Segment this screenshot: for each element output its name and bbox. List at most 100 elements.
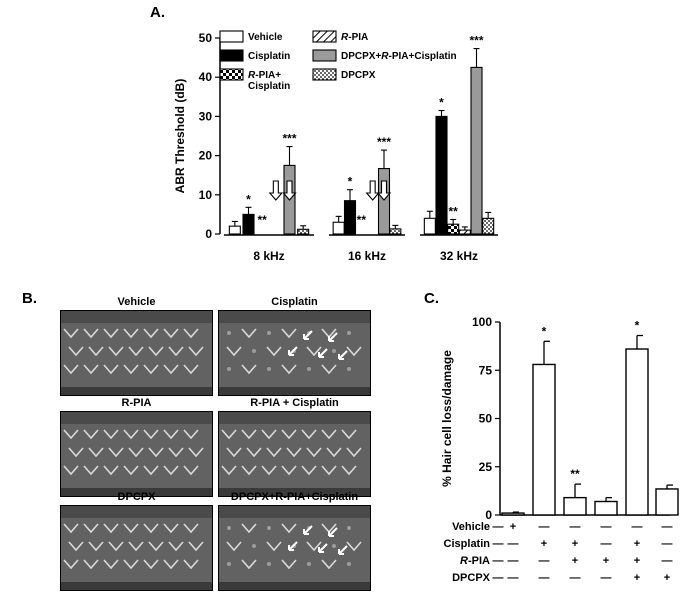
hair-bundle: [163, 364, 179, 375]
treatment-sign: —: [539, 572, 550, 584]
damaged-cell: [332, 544, 336, 548]
hair-bundle: [321, 364, 337, 375]
panel-b-label: B.: [22, 290, 37, 307]
x-category-label: 32 kHz: [440, 249, 478, 263]
bar: [625, 348, 649, 516]
hair-bundle: [143, 328, 159, 339]
hair-bundle: [108, 541, 124, 552]
legend-swatch: [312, 68, 337, 81]
treatment-sign: —: [493, 572, 504, 584]
treatment-sign: —: [508, 572, 519, 584]
down-arrow: [282, 180, 297, 201]
micrograph-background: [61, 311, 212, 395]
hair-bundle: [128, 346, 144, 357]
treatment-sign: —: [601, 521, 612, 533]
treatment-sign: +: [634, 538, 640, 550]
treatment-sign: —: [493, 521, 504, 533]
hair-bundle: [63, 429, 79, 440]
white-arrow: [338, 350, 348, 360]
panel-c-label: C.: [424, 290, 439, 307]
hair-bundle: [68, 346, 84, 357]
bar: [377, 167, 391, 235]
bar: [501, 512, 525, 516]
bar: [470, 66, 483, 235]
significance-mark: ***: [377, 135, 391, 149]
hair-bundle: [103, 559, 119, 570]
bar: [655, 488, 679, 516]
hair-bundle: [281, 559, 297, 570]
hair-bundle: [226, 541, 242, 552]
legend-label: R-PIA+: [248, 70, 281, 81]
hair-bundle: [83, 364, 99, 375]
hair-bundle: [103, 364, 119, 375]
y-axis-label: % Hair cell loss/damage: [440, 350, 454, 487]
hair-bundle: [321, 559, 337, 570]
treatment-sign: —: [539, 555, 550, 567]
hair-bundle: [341, 465, 357, 476]
micrograph-scale-bar-strip: [219, 582, 370, 590]
legend-swatch: [219, 68, 244, 81]
hair-bundle: [143, 364, 159, 375]
hair-bundle: [163, 559, 179, 570]
hair-bundle: [128, 541, 144, 552]
bar: [423, 217, 436, 235]
treatment-sign: —: [508, 538, 519, 550]
micrograph-dpcpx-r-pia-cisplatin: [218, 505, 371, 591]
panel-a-label: A.: [150, 4, 165, 21]
micrograph-r-pia: [60, 411, 213, 497]
hair-bundle: [183, 429, 199, 440]
damaged-cell: [252, 349, 256, 353]
hair-bundle: [123, 429, 139, 440]
micrograph-scale-bar-strip: [61, 582, 212, 590]
treatment-sign: —: [632, 521, 643, 533]
treatment-label: Vehicle: [452, 521, 490, 533]
damaged-cell: [267, 562, 271, 566]
y-tick-label: 0: [205, 227, 212, 241]
hair-bundle: [123, 559, 139, 570]
treatment-sign: —: [662, 555, 673, 567]
hair-bundle: [241, 559, 257, 570]
significance-mark: *: [439, 96, 444, 110]
hair-bundle: [103, 328, 119, 339]
y-tick-label: 100: [472, 315, 492, 329]
hair-bundle: [68, 447, 84, 458]
hair-bundle: [103, 429, 119, 440]
treatment-label: DPCPX: [452, 572, 491, 584]
hair-bundle: [266, 346, 282, 357]
hair-bundle: [266, 541, 282, 552]
hair-bundle: [123, 523, 139, 534]
damaged-cell: [347, 367, 351, 371]
hair-bundle: [123, 465, 139, 476]
bar: [563, 496, 587, 516]
hair-bundle: [188, 346, 204, 357]
hair-bundle: [301, 465, 317, 476]
hair-bundle: [148, 541, 164, 552]
bar: [447, 223, 460, 235]
hair-bundle: [188, 447, 204, 458]
significance-mark: *: [246, 192, 251, 206]
hair-bundle: [143, 429, 159, 440]
treatment-sign: —: [539, 521, 550, 533]
bar: [343, 200, 357, 235]
treatment-sign: +: [603, 555, 609, 567]
hair-bundle: [63, 559, 79, 570]
hair-bundle: [183, 328, 199, 339]
micrograph-scale-bar-strip: [61, 488, 212, 496]
x-category-label: 16 kHz: [348, 249, 386, 263]
legend-swatch: [312, 30, 337, 43]
down-arrow: [376, 180, 392, 201]
hair-bundle: [143, 465, 159, 476]
micrograph-dpcpx: [60, 505, 213, 591]
damaged-cell: [267, 331, 271, 335]
treatment-sign: +: [572, 555, 578, 567]
significance-mark: ***: [282, 132, 296, 146]
hair-bundle: [306, 541, 322, 552]
hair-bundle: [183, 465, 199, 476]
treatment-sign: —: [662, 521, 673, 533]
micrograph-title-r-pia-cisplatin: R-PIA + Cisplatin: [250, 397, 339, 409]
bar: [458, 229, 471, 235]
down-arrow: [268, 180, 284, 201]
hair-bundle: [83, 523, 99, 534]
hair-bundle: [286, 447, 302, 458]
